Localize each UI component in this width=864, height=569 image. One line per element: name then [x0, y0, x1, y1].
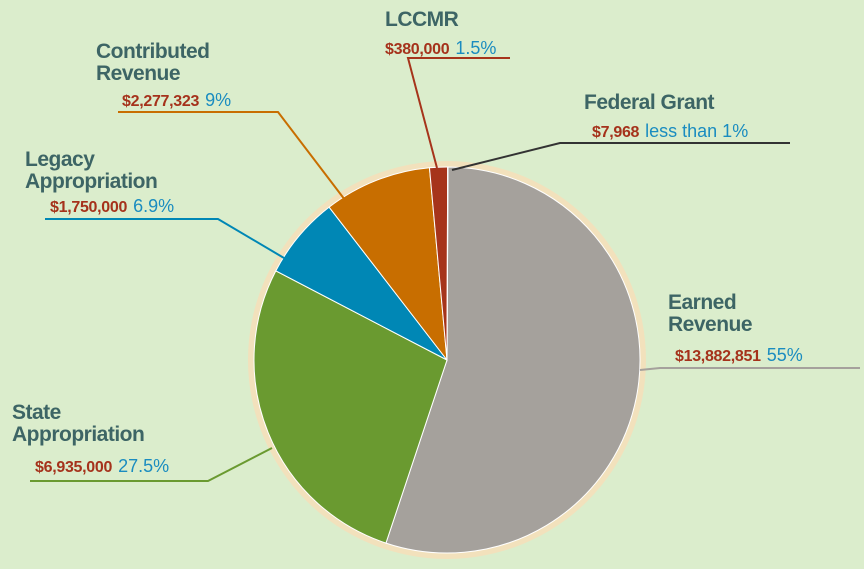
pie-slice: [253, 270, 448, 544]
slice-name: Contributed Revenue: [96, 40, 210, 85]
percent-label: less than 1%: [645, 121, 749, 141]
percent-label: 55%: [766, 345, 803, 365]
pie-slice: [328, 167, 448, 362]
leader-line: [639, 367, 860, 371]
leaders: [30, 57, 860, 482]
slices: [253, 166, 641, 554]
amount-label: $1,750,000: [50, 199, 128, 216]
amount-label: $380,000: [385, 41, 450, 58]
slice-values: $13,882,851 55%: [675, 344, 803, 368]
percent-label: 27.5%: [118, 456, 170, 476]
pie-slice: [446, 166, 449, 361]
leader-line: [30, 447, 273, 482]
slice-values: $6,935,000 27.5%: [35, 455, 169, 479]
slice-values: $380,000 1.5%: [385, 37, 496, 61]
amount-label: $13,882,851: [675, 348, 761, 365]
slice-name: LCCMR: [385, 8, 459, 31]
percent-label: 9%: [205, 90, 232, 110]
percent-label: 6.9%: [133, 196, 175, 216]
leader-line: [451, 142, 790, 171]
slice-name: Federal Grant: [584, 91, 715, 114]
leader-line: [118, 111, 346, 201]
slice-name: Legacy Appropriation: [25, 148, 158, 193]
leader-line: [45, 218, 285, 259]
amount-label: $2,277,323: [122, 93, 200, 110]
leader-line: [406, 57, 510, 169]
percent-label: 1.5%: [455, 38, 497, 58]
slice-values: $1,750,000 6.9%: [50, 195, 174, 219]
slice-values: $7,968 less than 1%: [592, 120, 748, 144]
slice-name: State Appropriation: [12, 401, 145, 446]
amount-label: $7,968: [592, 124, 640, 141]
slice-name: Earned Revenue: [668, 291, 753, 336]
pie-slice: [385, 166, 641, 554]
slice-values: $2,277,323 9%: [122, 89, 231, 113]
amount-label: $6,935,000: [35, 459, 113, 476]
